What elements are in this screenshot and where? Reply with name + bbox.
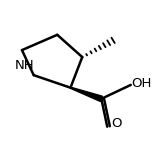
- Polygon shape: [70, 87, 102, 101]
- Text: NH: NH: [15, 59, 35, 72]
- Text: O: O: [111, 117, 121, 130]
- Text: OH: OH: [131, 77, 151, 90]
